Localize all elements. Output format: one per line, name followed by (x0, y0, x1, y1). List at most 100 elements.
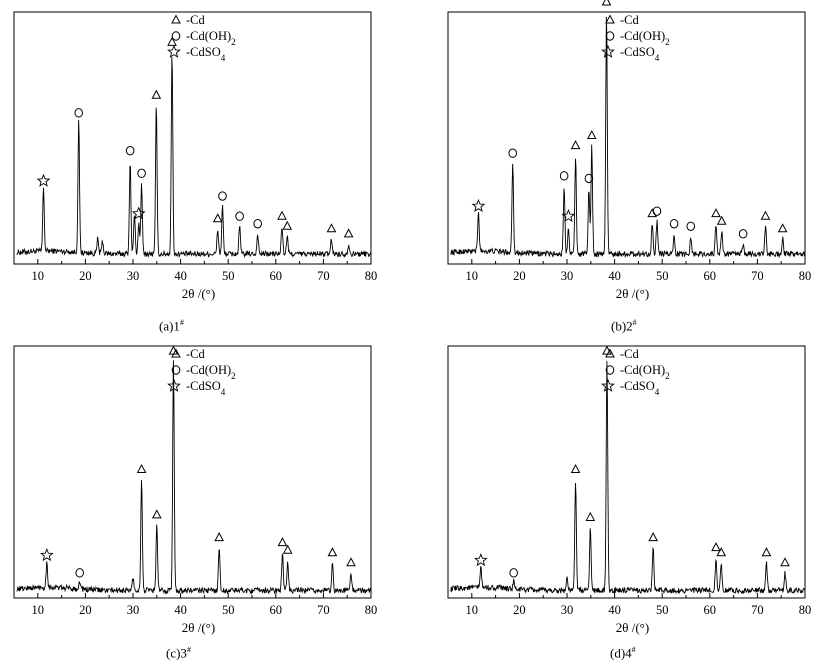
x-axis-label: 2θ /(°) (182, 286, 215, 301)
peak-marker-triangle (760, 210, 771, 220)
peak-marker-star (473, 553, 488, 567)
peak-marker-circle (137, 168, 146, 179)
legend-subscript: 4 (655, 387, 660, 397)
legend-marker-star (601, 44, 615, 58)
peak-marker-circle (508, 148, 518, 158)
legend-label: -Cd(OH)2 (620, 363, 670, 381)
peak-marker-circle (75, 568, 84, 578)
peak-marker-triangle (586, 129, 597, 140)
peak-marker-star (131, 206, 146, 220)
x-tick-label: 70 (317, 603, 330, 617)
peak-marker-circle (235, 211, 244, 221)
legend-marker-circle (171, 31, 181, 41)
peak-marker-circle (253, 219, 263, 229)
x-tick-label: 80 (799, 269, 812, 283)
x-tick-label: 80 (365, 603, 378, 617)
peak-marker-triangle (647, 208, 658, 218)
peak-marker-circle (584, 173, 594, 184)
x-axis-label: 2θ /(°) (616, 286, 649, 301)
peak-marker-triangle (711, 542, 721, 552)
panel-b: 10 20 30 40 50 60 70 80 2θ /(°) -Cd -Cd(OH)2 -CdSO4… (440, 0, 836, 336)
peak-marker-triangle (167, 36, 177, 46)
peak-marker-star (471, 198, 486, 212)
legend-label: -Cd(OH)2 (186, 29, 236, 47)
peak-marker-circle (686, 221, 696, 231)
peak-marker-triangle (570, 140, 581, 150)
peak-marker-triangle (346, 557, 356, 567)
caption-b: (b)2# (611, 318, 637, 334)
x-tick-label: 80 (799, 603, 812, 617)
plot-frame (447, 345, 806, 599)
legend-label: -CdSO4 (186, 379, 226, 397)
peak-marker-circle (74, 108, 84, 118)
caption-a: (a)1# (159, 318, 184, 334)
legend-label: -Cd (186, 347, 206, 361)
peak-marker-star (39, 548, 54, 562)
x-tick-label: 40 (174, 603, 187, 617)
x-tick-label: 70 (751, 603, 764, 617)
peak-marker-triangle (343, 228, 354, 238)
x-tick-label: 50 (222, 603, 235, 617)
peak-marker-circle (218, 191, 227, 201)
legend-label: -Cd (620, 347, 640, 361)
xrd-chart-d: 10 20 30 40 50 60 70 80 2θ /(°) -Cd -Cd(OH)2-CdSO4 (447, 345, 812, 635)
legend-label: -CdSO4 (620, 379, 660, 397)
panel-c: 10 20 30 40 50 60 70 80 2θ /(°) -Cd -Cd(OH)2 -CdSO4… (6, 340, 416, 670)
peak-marker-triangle (282, 220, 293, 230)
peak-marker-triangle (277, 537, 288, 547)
legend-marker-circle (171, 365, 181, 375)
peak-marker-triangle (780, 557, 790, 567)
legend-marker-triangle (171, 348, 181, 358)
peak-marker-triangle (326, 223, 337, 233)
plot-frame (447, 11, 806, 265)
peak-marker-triangle (327, 547, 338, 557)
x-tick-label: 80 (365, 269, 378, 283)
x-tick-label: 70 (317, 269, 330, 283)
legend-marker-star (167, 378, 181, 392)
legend-marker-circle (605, 31, 615, 41)
x-tick-label: 40 (174, 269, 187, 283)
peak-marker-triangle (151, 509, 162, 519)
x-tick-label: 10 (32, 603, 45, 617)
peak-marker-star (561, 208, 576, 223)
x-tick-label: 30 (561, 603, 574, 617)
legend-subscript: 4 (655, 53, 660, 63)
xrd-series-line (16, 360, 372, 595)
legend-marker-triangle (605, 348, 615, 358)
x-tick-label: 60 (270, 269, 283, 283)
peak-marker-triangle (716, 215, 727, 225)
legend-label: -Cd (620, 13, 640, 27)
xrd-series-line (450, 16, 806, 259)
x-tick-label: 60 (270, 603, 283, 617)
x-tick-label: 50 (656, 603, 669, 617)
plot-frame (13, 345, 372, 599)
legend-marker-circle (605, 365, 615, 375)
x-tick-label: 50 (222, 269, 235, 283)
legend-subscript: 4 (221, 387, 226, 397)
peak-marker-triangle (212, 213, 223, 223)
legend-marker-triangle (605, 14, 615, 24)
peak-marker-triangle (282, 544, 293, 554)
peak-marker-triangle (136, 463, 147, 474)
xrd-series-line (450, 360, 806, 595)
legend-subscript: 2 (665, 371, 670, 381)
x-tick-label: 10 (466, 269, 479, 283)
x-tick-label: 70 (751, 269, 764, 283)
peak-marker-triangle (601, 0, 612, 6)
legend-label: -Cd(OH)2 (186, 363, 236, 381)
peak-marker-triangle (716, 547, 727, 557)
x-tick-label: 20 (513, 603, 526, 617)
x-axis-label: 2θ /(°) (616, 620, 649, 635)
legend-marker-triangle (171, 14, 181, 24)
peak-marker-triangle (761, 547, 772, 557)
legend-label: -Cd (186, 13, 206, 27)
peak-marker-circle (125, 145, 135, 156)
legend-marker-star (601, 378, 615, 392)
x-tick-label: 10 (466, 603, 479, 617)
x-tick-label: 60 (704, 603, 717, 617)
x-tick-label: 40 (608, 269, 621, 283)
x-tick-label: 40 (608, 603, 621, 617)
legend-label: -Cd(OH)2 (620, 29, 670, 47)
x-tick-label: 30 (127, 603, 140, 617)
legend-label: -CdSO4 (186, 45, 226, 63)
